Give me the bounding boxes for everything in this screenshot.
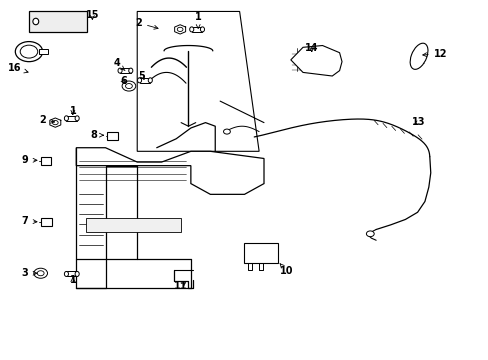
Text: 1: 1 — [69, 106, 76, 116]
Ellipse shape — [200, 27, 204, 32]
Circle shape — [15, 41, 42, 62]
Ellipse shape — [137, 78, 142, 83]
Ellipse shape — [148, 78, 152, 83]
Polygon shape — [76, 148, 264, 194]
Ellipse shape — [75, 271, 79, 276]
Text: 2: 2 — [135, 18, 158, 29]
Bar — [41, 218, 52, 226]
Polygon shape — [50, 118, 61, 127]
Text: 11: 11 — [174, 281, 187, 291]
Text: 8: 8 — [90, 130, 103, 140]
Circle shape — [122, 81, 136, 91]
Ellipse shape — [64, 116, 68, 121]
Ellipse shape — [75, 116, 79, 121]
Ellipse shape — [409, 43, 427, 69]
Bar — [29, 12, 86, 32]
Text: 12: 12 — [422, 49, 447, 59]
Text: 2: 2 — [39, 115, 55, 125]
Bar — [66, 116, 77, 121]
Bar — [107, 132, 118, 140]
Text: 7: 7 — [21, 216, 37, 226]
Text: 5: 5 — [139, 71, 145, 81]
Polygon shape — [174, 25, 185, 34]
Bar — [39, 49, 47, 54]
Text: 3: 3 — [21, 268, 37, 278]
Text: 16: 16 — [8, 63, 28, 73]
Text: 10: 10 — [280, 264, 293, 276]
Ellipse shape — [33, 18, 39, 25]
Polygon shape — [290, 45, 341, 76]
Bar — [191, 27, 202, 32]
Polygon shape — [86, 218, 181, 232]
Bar — [139, 78, 150, 83]
Ellipse shape — [64, 271, 68, 276]
Circle shape — [125, 84, 132, 89]
Text: 13: 13 — [411, 117, 425, 127]
Polygon shape — [137, 12, 259, 151]
Text: 15: 15 — [85, 10, 99, 20]
Ellipse shape — [128, 68, 133, 73]
Text: 9: 9 — [21, 155, 37, 165]
Text: 6: 6 — [120, 76, 127, 86]
Ellipse shape — [118, 68, 122, 73]
Text: 4: 4 — [113, 58, 125, 71]
Circle shape — [52, 121, 58, 125]
Bar — [66, 271, 77, 276]
Circle shape — [34, 268, 47, 278]
Text: 1: 1 — [69, 275, 76, 285]
Bar — [120, 68, 130, 73]
Circle shape — [37, 271, 44, 276]
Ellipse shape — [189, 27, 193, 32]
Bar — [41, 157, 51, 165]
Circle shape — [366, 231, 373, 237]
Circle shape — [20, 45, 38, 58]
Bar — [244, 243, 277, 263]
Circle shape — [177, 27, 183, 31]
Text: 14: 14 — [305, 43, 318, 53]
Circle shape — [223, 129, 230, 134]
Text: 1: 1 — [194, 12, 201, 28]
